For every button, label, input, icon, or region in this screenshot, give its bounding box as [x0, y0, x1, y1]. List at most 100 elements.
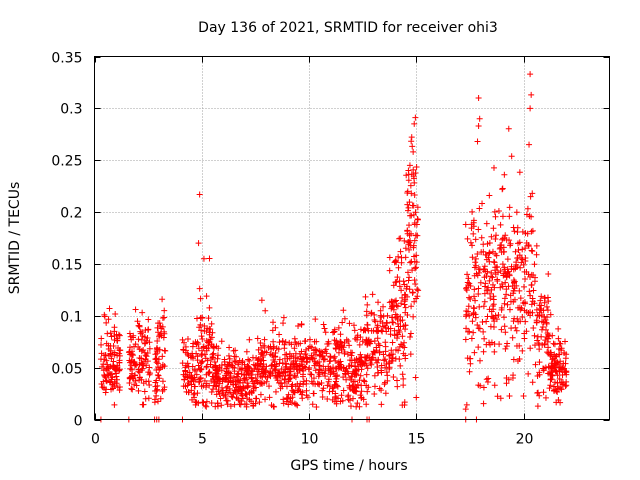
- data-point: [252, 400, 259, 407]
- data-point: [489, 274, 496, 281]
- data-point: [491, 348, 498, 355]
- data-point: [159, 296, 166, 303]
- data-point: [463, 285, 469, 292]
- data-point: [550, 387, 557, 394]
- y-tick-label: 0.05: [51, 362, 82, 378]
- data-point: [376, 348, 383, 355]
- data-point: [184, 360, 191, 367]
- data-point: [231, 364, 238, 371]
- data-point: [542, 394, 549, 401]
- data-point: [267, 343, 274, 350]
- data-point: [310, 375, 317, 382]
- data-point: [513, 327, 520, 334]
- data-point: [508, 153, 515, 160]
- data-point: [552, 353, 559, 360]
- data-point: [509, 334, 516, 341]
- data-point: [198, 366, 205, 373]
- data-point: [327, 371, 334, 378]
- data-point: [331, 353, 338, 360]
- data-point: [540, 389, 547, 396]
- data-point: [297, 380, 304, 387]
- data-point: [475, 344, 482, 351]
- data-point: [498, 242, 505, 249]
- data-point: [511, 315, 518, 322]
- data-point: [298, 321, 305, 328]
- data-point: [132, 372, 139, 379]
- data-point: [490, 258, 497, 265]
- data-point: [298, 356, 305, 363]
- data-point: [215, 388, 222, 395]
- data-point: [290, 388, 297, 395]
- data-point: [194, 357, 201, 364]
- data-point: [477, 279, 484, 286]
- data-point: [483, 220, 490, 227]
- data-point: [281, 345, 288, 352]
- data-point: [159, 361, 166, 368]
- data-point: [361, 326, 368, 333]
- data-point: [538, 293, 545, 300]
- data-point: [233, 394, 240, 401]
- data-point: [554, 359, 561, 366]
- data-point: [238, 385, 245, 392]
- data-point: [343, 336, 350, 343]
- data-point: [463, 284, 470, 291]
- data-point: [394, 303, 401, 310]
- data-point: [378, 327, 385, 334]
- data-point: [509, 282, 516, 289]
- data-point: [360, 396, 367, 403]
- data-point: [407, 182, 414, 189]
- data-point: [373, 359, 380, 366]
- data-point: [322, 348, 329, 355]
- data-point: [320, 356, 327, 363]
- data-point: [200, 344, 207, 351]
- data-point: [201, 328, 208, 335]
- data-point: [510, 287, 517, 294]
- data-point: [547, 349, 554, 356]
- data-point: [412, 114, 419, 121]
- data-point: [509, 375, 516, 382]
- data-point: [156, 375, 163, 382]
- data-point: [346, 342, 353, 349]
- data-point: [470, 329, 477, 336]
- data-point: [354, 332, 361, 339]
- data-point: [269, 327, 276, 334]
- data-point: [481, 335, 488, 342]
- data-point: [525, 241, 532, 248]
- data-point: [320, 385, 327, 392]
- data-point: [491, 284, 498, 291]
- data-point: [522, 258, 529, 265]
- data-point: [362, 327, 369, 334]
- data-point: [528, 301, 535, 308]
- data-point: [308, 371, 315, 378]
- data-point: [316, 366, 323, 373]
- data-point: [494, 277, 501, 284]
- data-point: [218, 362, 225, 369]
- data-point: [480, 328, 487, 335]
- data-point: [538, 302, 545, 309]
- data-point: [527, 274, 534, 281]
- data-point: [492, 271, 499, 278]
- data-point: [209, 351, 216, 358]
- data-point: [485, 375, 492, 382]
- data-point: [246, 396, 253, 403]
- data-point: [529, 227, 536, 234]
- data-point: [415, 287, 422, 294]
- data-point: [505, 125, 512, 132]
- data-point: [259, 363, 266, 370]
- data-point: [535, 340, 542, 347]
- data-point: [534, 373, 541, 380]
- data-point: [463, 325, 470, 332]
- data-point: [515, 246, 522, 253]
- data-point: [472, 236, 479, 243]
- data-point: [520, 261, 527, 268]
- data-point: [154, 371, 161, 378]
- data-point: [530, 324, 537, 331]
- data-point: [356, 341, 363, 348]
- data-point: [206, 369, 213, 376]
- data-point: [550, 340, 557, 347]
- data-point: [375, 299, 382, 306]
- data-point: [303, 359, 310, 366]
- data-point: [414, 293, 421, 300]
- data-point: [312, 346, 319, 353]
- data-point: [330, 370, 337, 377]
